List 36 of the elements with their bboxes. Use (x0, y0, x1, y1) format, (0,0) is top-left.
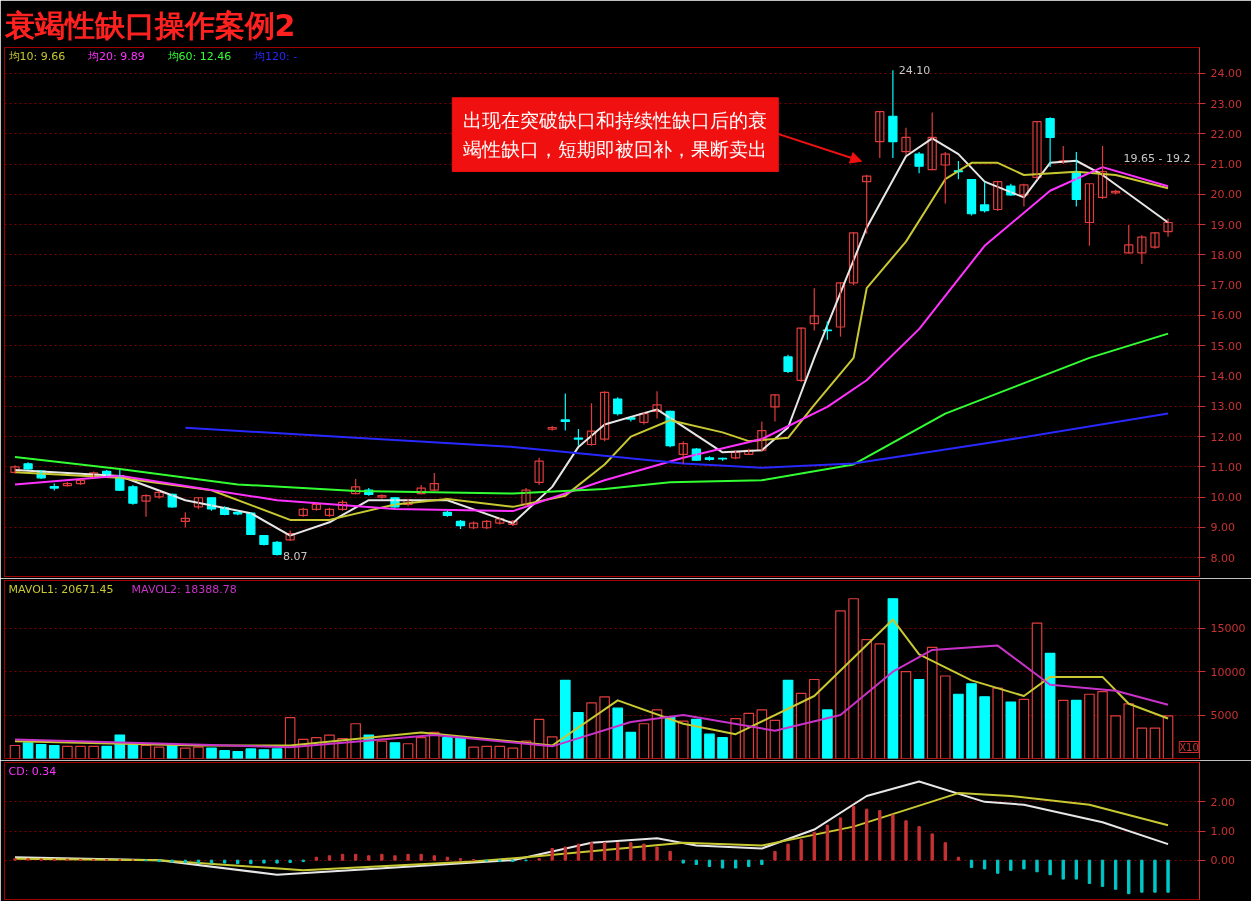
y-tick-label: 2.00 (1210, 795, 1235, 809)
y-tick-label: 10.00 (1210, 491, 1242, 505)
y-tick-label: 16.00 (1210, 309, 1242, 323)
y-tick-label: 18.00 (1210, 248, 1242, 262)
text: 均120: - (253, 49, 298, 63)
y-tick-label: 19.00 (1210, 218, 1242, 232)
y-tick-label: 12.00 (1210, 430, 1242, 444)
y-tick-label: 21.00 (1210, 158, 1242, 172)
y-tick-label: 10000 (1210, 665, 1246, 679)
annotation: 24.10 (898, 64, 931, 78)
annotation: 出现在突破缺口和持续性缺口后的衰竭性缺口，短期即被回补，果断卖出 (463, 108, 768, 161)
text: MAVOL2: 18388.78 (131, 582, 237, 596)
y-tick-label: 15.00 (1210, 339, 1242, 353)
y-tick-label: 13.00 (1210, 400, 1242, 414)
text: 均20: 9.89 (87, 49, 145, 63)
y-tick-label: 1.00 (1210, 825, 1235, 838)
y-tick-label: 14.00 (1210, 370, 1242, 384)
y-tick-label: 17.00 (1210, 279, 1242, 293)
y-tick-label: 11.00 (1210, 460, 1242, 474)
text: 均10: 9.66 (7, 49, 66, 63)
y-tick-label: 8.00 (1210, 551, 1235, 565)
text: MAVOL1: 20671.45 (8, 582, 114, 596)
text: X10 (1179, 741, 1199, 753)
y-tick-label: 22.00 (1210, 127, 1242, 141)
annotation: 8.07 (282, 549, 308, 563)
y-tick-label: 24.00 (1210, 67, 1242, 81)
y-tick-label: 15000 (1210, 622, 1246, 636)
y-tick-label: 0.00 (1210, 854, 1235, 868)
chart-title: 衰竭性缺口操作案例2 (3, 7, 296, 43)
y-tick-label: 5000 (1210, 709, 1239, 723)
y-tick-label: 23.00 (1210, 97, 1242, 111)
y-tick-label: 9.00 (1210, 521, 1235, 535)
annotation: 19.65 - 19.2 (1123, 152, 1191, 166)
y-tick-label: 20.00 (1210, 188, 1242, 202)
text: 均60: 12.46 (166, 49, 232, 63)
annotation: CD: 0.34 (8, 764, 57, 778)
